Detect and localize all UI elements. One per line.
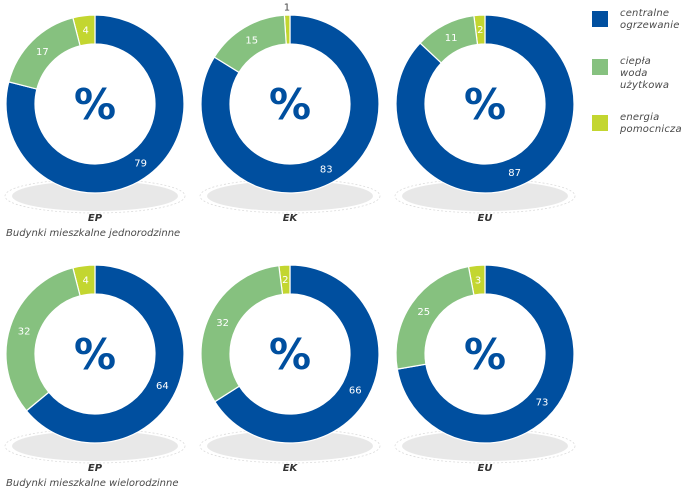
legend-label-hot-water: ciepła woda użytkowa [620, 56, 670, 91]
center-percent-symbol: % [269, 330, 311, 379]
legend-label-central-heating: centralne ogrzewanie [620, 8, 680, 31]
center-percent-symbol: % [464, 80, 506, 129]
donut-slice-hot-water [213, 14, 287, 74]
data-label-central-heating: 64 [156, 381, 169, 392]
data-label-hot-water: 11 [445, 33, 458, 44]
data-label-central-heating: 87 [508, 168, 521, 179]
data-label-hot-water: 15 [245, 36, 258, 47]
data-label-aux-energy: 2 [477, 25, 483, 36]
chart-shadow [207, 181, 373, 211]
chart-label-eu: EU [478, 213, 493, 224]
data-label-aux-energy: 4 [82, 26, 88, 37]
data-label-aux-energy: 4 [82, 276, 88, 287]
donut-chart-ek-group-1: 66 2 32% EK [199, 264, 381, 474]
data-label-aux-energy: 1 [284, 3, 290, 14]
donut-slice-central-heating [200, 14, 380, 194]
center-percent-symbol: % [74, 80, 116, 129]
donut-slice-central-heating [214, 264, 380, 444]
chart-label-ep: EP [88, 213, 103, 224]
data-label-hot-water: 32 [18, 326, 31, 337]
donut-chart-ep-group-1: 64 4 32 % EP [4, 264, 186, 474]
data-label-hot-water: 25 [417, 307, 430, 318]
donut-slice-central-heating [25, 264, 185, 444]
chart-label-ep: EP [88, 463, 103, 474]
group-title-single-family: Budynki mieszkalne jednorodzinne [6, 228, 181, 239]
data-label-hot-water: 17 [36, 47, 49, 58]
donut-slice-central-heating [396, 264, 575, 444]
donut-chart-ep-group-0: 79 4 17% EP [4, 14, 186, 224]
chart-shadow [207, 431, 373, 461]
chart-shadow [402, 181, 568, 211]
legend-swatch-aux-energy [592, 115, 608, 131]
group-title-multi-family: Budynki mieszkalne wielorodzinne [6, 478, 179, 489]
chart-label-ek: EK [283, 463, 299, 474]
data-label-hot-water: 32 [216, 318, 229, 329]
chart-label-eu: EU [478, 463, 493, 474]
data-label-central-heating: 83 [320, 165, 333, 176]
center-percent-symbol: % [74, 330, 116, 379]
donut-slice-hot-water [395, 265, 475, 370]
center-percent-symbol: % [269, 80, 311, 129]
chart-label-ek: EK [283, 213, 299, 224]
chart-shadow [12, 181, 178, 211]
donut-chart-eu-group-0: 87 2 11% EU [394, 14, 576, 224]
data-label-aux-energy: 2 [282, 275, 288, 286]
chart-shadow [402, 431, 568, 461]
donut-slice-central-heating [5, 14, 185, 194]
center-percent-symbol: % [464, 330, 506, 379]
legend-label-aux-energy: energia pomocnicza [620, 112, 682, 135]
legend-swatch-central-heating [592, 11, 608, 27]
data-label-central-heating: 73 [536, 397, 549, 408]
data-label-central-heating: 79 [134, 158, 147, 169]
data-label-aux-energy: 3 [475, 275, 481, 286]
donut-slice-hot-water [200, 265, 284, 403]
data-label-central-heating: 66 [349, 385, 362, 396]
donut-slice-central-heating [395, 14, 575, 194]
donut-chart-eu-group-1: 73 3 25% EU [394, 264, 576, 474]
donut-slice-hot-water [8, 17, 81, 90]
donut-slice-hot-water [5, 267, 81, 412]
legend-swatch-hot-water [592, 59, 608, 75]
donut-slice-hot-water [419, 15, 479, 64]
donut-chart-ek-group-0: 83 1 15% EK [199, 3, 381, 224]
chart-shadow [12, 431, 178, 461]
